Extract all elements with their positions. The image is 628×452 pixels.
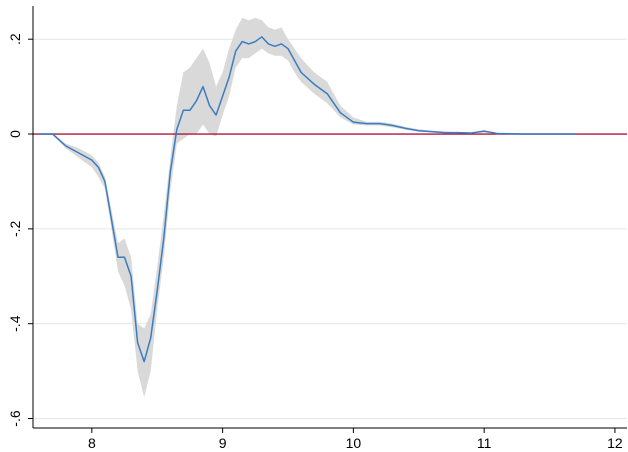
y-tick-label-1: -.4 [7,315,23,332]
gridlines [33,38,627,420]
confidence-band-0 [39,17,576,398]
y-tick-label-0: -.6 [7,410,23,427]
series-line-group [39,36,576,363]
series-line-0 [39,36,576,363]
x-tick-label-0: 8 [88,435,96,451]
x-axis-ticks: 8 9 10 11 12 [88,428,623,451]
y-tick-label-2: -.2 [7,220,23,237]
x-tick-label-2: 10 [346,435,362,451]
y-tick-label-4: .2 [7,33,23,45]
x-tick-label-1: 9 [219,435,227,451]
y-axis-ticks: -.6 -.4 -.2 0 .2 [7,33,33,427]
x-tick-label-4: 12 [607,435,623,451]
y-tick-label-3: 0 [7,130,23,138]
confidence-band-group [39,17,576,398]
x-tick-label-3: 11 [477,435,492,451]
